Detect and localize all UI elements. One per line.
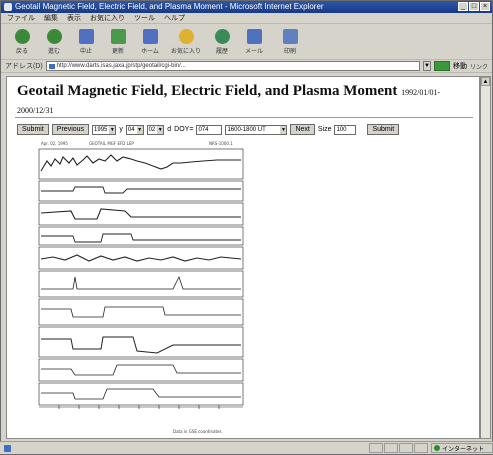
address-dropdown[interactable]: ▼	[422, 61, 431, 71]
menu-tools[interactable]: ツール	[134, 15, 155, 22]
links-label[interactable]: リンク	[469, 64, 488, 71]
print-button[interactable]: 印刷	[273, 27, 307, 57]
year-suffix: y	[119, 126, 123, 133]
home-button[interactable]: ホーム	[137, 27, 163, 57]
stop-icon	[78, 28, 94, 44]
refresh-icon	[110, 28, 126, 44]
favorites-button[interactable]: お気に入り	[169, 27, 203, 57]
plot-header-right: NRS-1000.1	[209, 141, 233, 146]
month-select[interactable]: 04 ▼	[125, 124, 144, 135]
menu-favorites[interactable]: お気に入り	[90, 15, 125, 22]
plot-header-mid: GEOTAIL MGF EFD LEP	[89, 141, 134, 146]
panel-3	[38, 202, 244, 226]
time-select[interactable]: 1600-1800 UT ▼	[225, 124, 288, 135]
security-zone: インターネット	[431, 443, 493, 453]
history-button[interactable]: 履歴	[209, 27, 235, 57]
toolbar: 戻る 進む 中止 更新 ホーム お気に入り 履歴 メール 印刷	[1, 24, 492, 60]
back-button[interactable]: 戻る	[9, 27, 35, 57]
size-input[interactable]: 100	[334, 124, 357, 135]
page-title: Geotail Magnetic Field, Electric Field, …	[17, 83, 441, 115]
submit-button-2[interactable]: Submit	[367, 124, 400, 135]
vertical-scrollbar[interactable]: ▲	[480, 76, 491, 439]
close-button[interactable]: ×	[480, 2, 490, 11]
window-title: Geotail Magnetic Field, Electric Field, …	[15, 2, 324, 11]
panel-6	[38, 270, 244, 298]
doy-input[interactable]: 074	[196, 124, 223, 135]
next-button[interactable]: Next	[290, 124, 315, 135]
menu-view[interactable]: 表示	[67, 15, 81, 22]
menu-help[interactable]: ヘルプ	[164, 15, 185, 22]
address-input[interactable]: http://www.darts.isas.jaxa.jp/stp/geotai…	[45, 61, 420, 71]
favorites-icon	[178, 28, 194, 44]
previous-button[interactable]: Previous	[51, 124, 90, 135]
x-axis	[39, 405, 243, 409]
home-icon	[142, 28, 158, 44]
title-bar: Geotail Magnetic Field, Electric Field, …	[1, 1, 492, 13]
menu-edit[interactable]: 編集	[44, 15, 58, 22]
globe-icon	[434, 445, 440, 451]
address-bar: アドレス(D) http://www.darts.isas.jaxa.jp/st…	[1, 60, 492, 73]
panel-2	[38, 180, 244, 202]
doy-label: DOY=	[174, 126, 194, 133]
chevron-down-icon: ▼	[109, 125, 116, 134]
scroll-up-icon[interactable]: ▲	[481, 77, 490, 86]
year-select[interactable]: 1995 ▼	[92, 124, 117, 135]
go-label: 移動	[452, 63, 467, 70]
forward-button[interactable]: 進む	[41, 27, 67, 57]
panel-10	[38, 382, 244, 406]
panel-7	[38, 298, 244, 326]
chevron-down-icon: ▼	[136, 125, 143, 134]
maximize-button[interactable]: □	[469, 2, 479, 11]
chevron-down-icon: ▼	[157, 125, 164, 134]
panel-5	[38, 246, 244, 270]
refresh-button[interactable]: 更新	[105, 27, 131, 57]
status-cells	[369, 443, 428, 453]
window-controls: _ □ ×	[458, 2, 490, 11]
plot-footer: Data in GSE coordinates	[173, 429, 222, 434]
history-icon	[214, 28, 230, 44]
panel-8	[38, 326, 244, 358]
menu-bar: ファイル 編集 表示 お気に入り ツール ヘルプ	[1, 13, 492, 24]
size-label: Size	[317, 126, 332, 133]
date-range: 1992/01/01-2000/12/31	[17, 88, 441, 115]
page-icon	[4, 444, 11, 452]
panel-4	[38, 226, 244, 246]
day-select[interactable]: 02 ▼	[146, 124, 165, 135]
plot-header-left: Apr. 02, 1995	[41, 141, 68, 146]
go-button[interactable]	[433, 61, 450, 71]
mail-button[interactable]: メール	[241, 27, 267, 57]
chevron-down-icon: ▼	[280, 125, 287, 134]
mail-icon	[246, 28, 262, 44]
day-suffix: d	[167, 126, 172, 133]
back-icon	[14, 28, 30, 44]
browser-icon	[4, 3, 12, 11]
data-plot: Apr. 02, 1995 GEOTAIL MGF EFD LEP NRS-10…	[38, 141, 244, 434]
stop-button[interactable]: 中止	[73, 27, 99, 57]
divider	[15, 117, 473, 118]
menu-file[interactable]: ファイル	[7, 15, 35, 22]
page-content: Geotail Magnetic Field, Electric Field, …	[6, 76, 480, 439]
status-bar: インターネット	[0, 441, 493, 454]
minimize-button[interactable]: _	[458, 2, 468, 11]
forward-icon	[46, 28, 62, 44]
panel-9	[38, 358, 244, 382]
address-label: アドレス(D)	[5, 63, 43, 70]
date-form: Submit Previous 1995 ▼ y 04 ▼ 02 ▼ d DOY= 0…	[17, 123, 400, 136]
panel-1	[38, 148, 244, 180]
submit-button[interactable]: Submit	[17, 124, 49, 135]
print-icon	[282, 28, 298, 44]
